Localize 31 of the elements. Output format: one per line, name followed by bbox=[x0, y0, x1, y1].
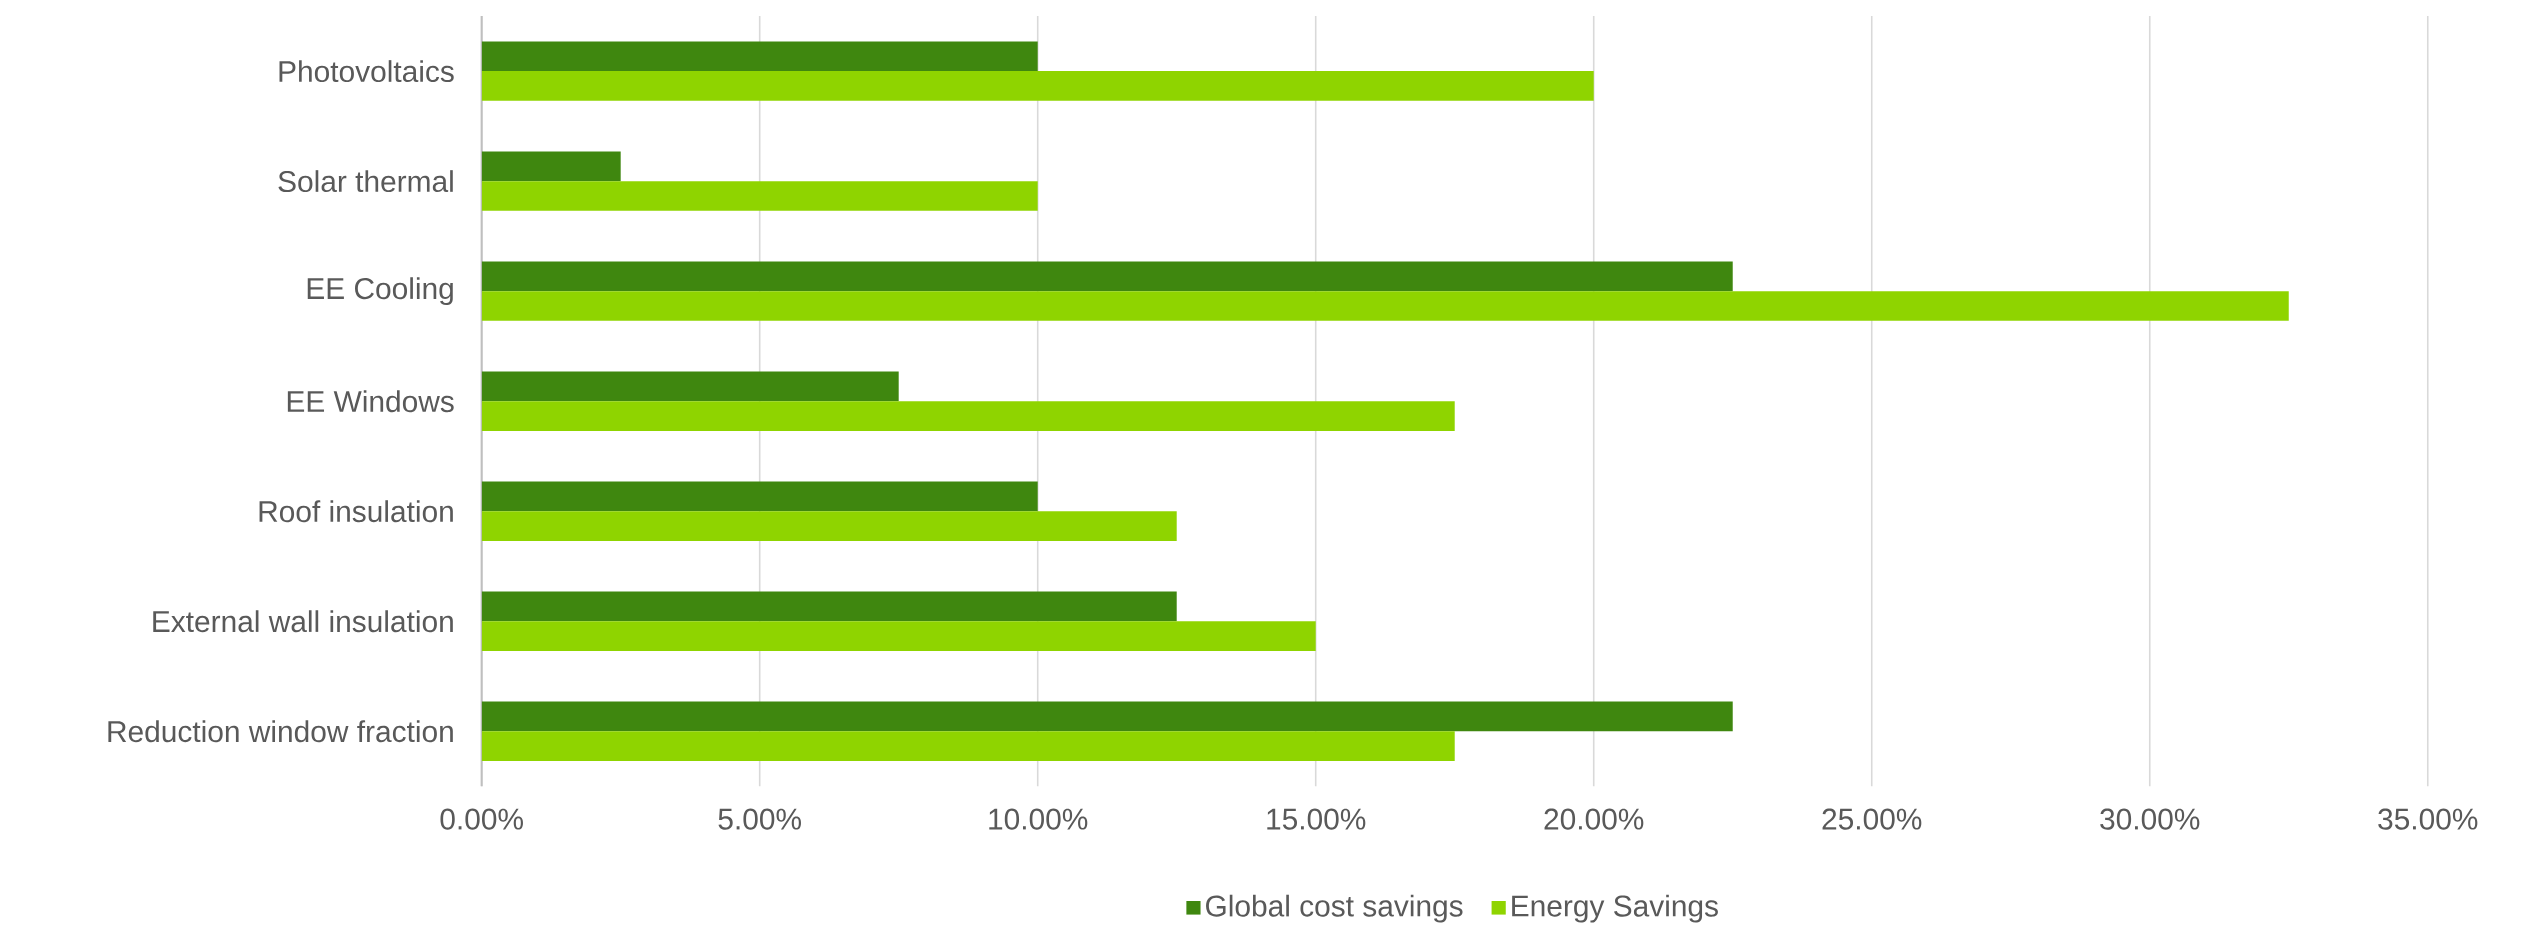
bar bbox=[481, 261, 1733, 292]
legend-label: Energy Savings bbox=[1512, 894, 1718, 923]
bar bbox=[481, 701, 1733, 732]
y-tick-label: Roof insulation bbox=[259, 500, 453, 523]
x-tick-label: 30.00% bbox=[2100, 808, 2200, 830]
y-tick-label: Solar thermal bbox=[278, 170, 453, 193]
bar bbox=[481, 71, 1594, 101]
x-tick-label: 20.00% bbox=[1544, 808, 1644, 830]
bar bbox=[481, 151, 621, 182]
y-tick-label: EE Windows bbox=[287, 390, 454, 413]
x-tick-label: 15.00% bbox=[1267, 808, 1366, 830]
y-tick-label: Photovoltaics bbox=[279, 60, 454, 83]
bar bbox=[481, 181, 1038, 211]
y-tick-label: EE Cooling bbox=[307, 277, 453, 306]
bar bbox=[481, 481, 1038, 512]
bar bbox=[481, 371, 899, 402]
bar bbox=[481, 591, 1177, 622]
x-tick-label: 35.00% bbox=[2378, 808, 2478, 830]
bar bbox=[481, 401, 1455, 431]
bar bbox=[481, 41, 1038, 72]
y-tick-label: Reduction window fraction bbox=[108, 720, 453, 743]
legend-label: Global cost savings bbox=[1206, 894, 1463, 923]
y-tick-label: External wall insulation bbox=[153, 610, 453, 633]
bar bbox=[481, 621, 1316, 651]
x-tick-label: 10.00% bbox=[989, 808, 1088, 830]
x-tick-label: 25.00% bbox=[1822, 808, 1922, 830]
x-tick-label: 5.00% bbox=[718, 808, 801, 830]
x-tick-label: 0.00% bbox=[440, 808, 523, 830]
bar bbox=[481, 291, 2289, 321]
bar bbox=[481, 731, 1455, 761]
bar bbox=[481, 511, 1177, 541]
